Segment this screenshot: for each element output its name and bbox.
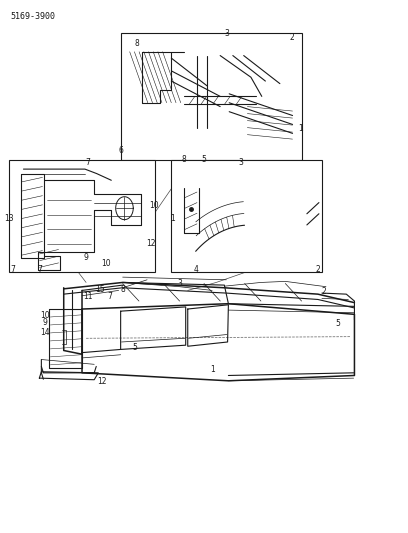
Text: 3: 3: [177, 279, 182, 288]
Text: 5: 5: [202, 155, 206, 164]
Text: 2: 2: [315, 265, 320, 274]
Text: 12: 12: [97, 377, 106, 386]
Text: 8: 8: [181, 155, 186, 164]
Text: 10: 10: [40, 311, 49, 320]
Text: 2: 2: [322, 287, 326, 296]
Text: 5: 5: [336, 319, 341, 328]
Text: 7: 7: [11, 265, 16, 274]
FancyBboxPatch shape: [9, 160, 155, 272]
Text: 13: 13: [4, 214, 13, 223]
Text: 10: 10: [101, 259, 111, 268]
Text: 1: 1: [298, 124, 303, 133]
Text: 3: 3: [238, 158, 243, 167]
Text: 7: 7: [107, 292, 112, 301]
Text: 6: 6: [118, 146, 123, 155]
Text: 9: 9: [42, 318, 47, 327]
Text: 11: 11: [83, 292, 93, 301]
FancyBboxPatch shape: [121, 33, 302, 160]
Text: 8: 8: [120, 285, 125, 294]
FancyBboxPatch shape: [171, 160, 322, 272]
Text: 1: 1: [170, 214, 175, 223]
Text: 9: 9: [84, 254, 89, 262]
Text: 15: 15: [95, 285, 105, 294]
Text: 12: 12: [146, 239, 156, 248]
Text: 3: 3: [224, 29, 229, 38]
Text: 5: 5: [133, 343, 137, 352]
Text: 8: 8: [135, 39, 139, 48]
Text: 4: 4: [193, 265, 198, 274]
Text: 7: 7: [37, 265, 42, 274]
Text: 2: 2: [289, 34, 294, 43]
Text: 5169-3900: 5169-3900: [11, 12, 56, 21]
Text: 10: 10: [150, 201, 159, 210]
Text: 7: 7: [86, 158, 91, 167]
Text: 1: 1: [210, 365, 215, 374]
Text: 14: 14: [40, 328, 49, 337]
